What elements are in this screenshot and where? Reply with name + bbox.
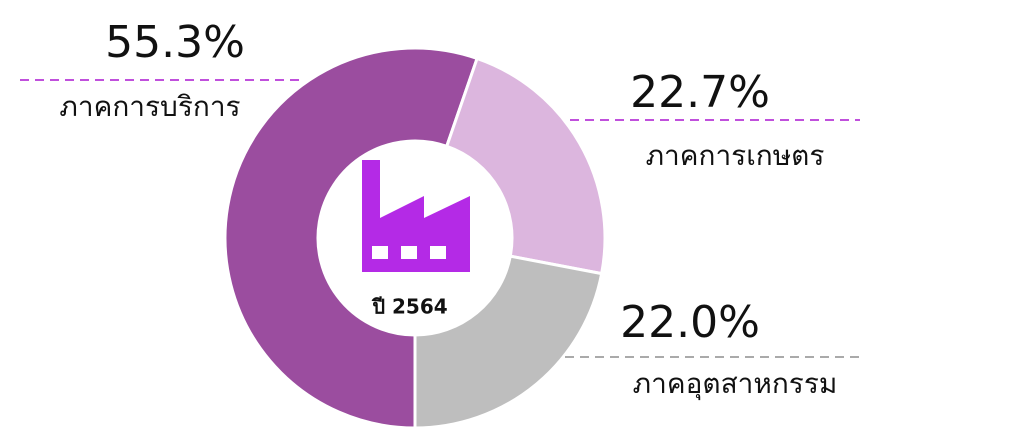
- value-label: 22.7%: [630, 67, 770, 118]
- category-label: ภาคการบริการ: [59, 90, 240, 123]
- center-label: ปี 2564: [371, 295, 448, 319]
- factory-icon: [362, 160, 470, 272]
- value-label: 55.3%: [105, 17, 245, 68]
- category-label: ภาคอุตสาหกรรม: [633, 367, 838, 401]
- donut-slice: [223, 46, 480, 430]
- donut-slice: [444, 56, 607, 276]
- value-label: 22.0%: [620, 297, 760, 348]
- donut-slice: [413, 254, 604, 430]
- category-label: ภาคการเกษตร: [646, 139, 825, 172]
